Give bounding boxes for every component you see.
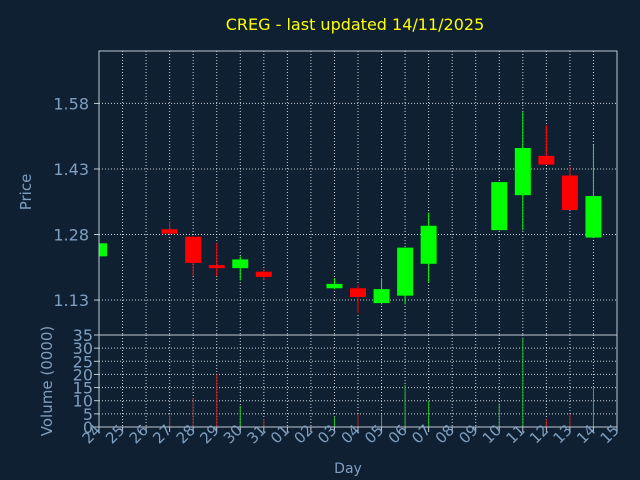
candle-body	[185, 236, 202, 263]
candle-body	[491, 182, 508, 231]
price-tick-label: 1.58	[53, 94, 89, 113]
price-tick-label: 1.43	[53, 160, 89, 179]
candle-body	[232, 259, 249, 269]
x-axis-label: Day	[334, 461, 362, 477]
volume-tick-label: 35	[73, 326, 93, 345]
candle-body	[514, 147, 531, 196]
candle-body	[161, 229, 178, 234]
price-tick-label: 1.13	[53, 291, 89, 310]
candle-body	[255, 271, 272, 277]
candle-body	[538, 155, 555, 165]
candle-body	[99, 243, 107, 257]
candle-body	[373, 289, 390, 304]
volume-axis-label: Volume (0000)	[38, 326, 56, 436]
volume-tick-label: 30	[73, 339, 93, 358]
volume-tick-label: 10	[73, 392, 93, 411]
volume-tick-label: 5	[83, 405, 93, 424]
volume-tick-label: 15	[73, 379, 93, 398]
candle-body	[397, 247, 414, 296]
volume-tick-label: 25	[73, 352, 93, 371]
candle-body	[585, 196, 602, 238]
chart-title: CREG - last updated 14/11/2025	[226, 15, 485, 34]
candle-body	[208, 265, 225, 269]
candlesticks	[98, 112, 602, 314]
candle-body	[326, 283, 343, 289]
price-tick-label: 1.28	[53, 226, 89, 245]
candle-body	[561, 175, 578, 211]
candle-body	[350, 288, 366, 297]
volume-tick-label: 0	[83, 418, 93, 437]
volume-tick-label: 20	[73, 365, 93, 384]
grid	[99, 51, 617, 427]
price-axis-label: Price	[17, 174, 35, 211]
candle-body	[420, 225, 437, 264]
